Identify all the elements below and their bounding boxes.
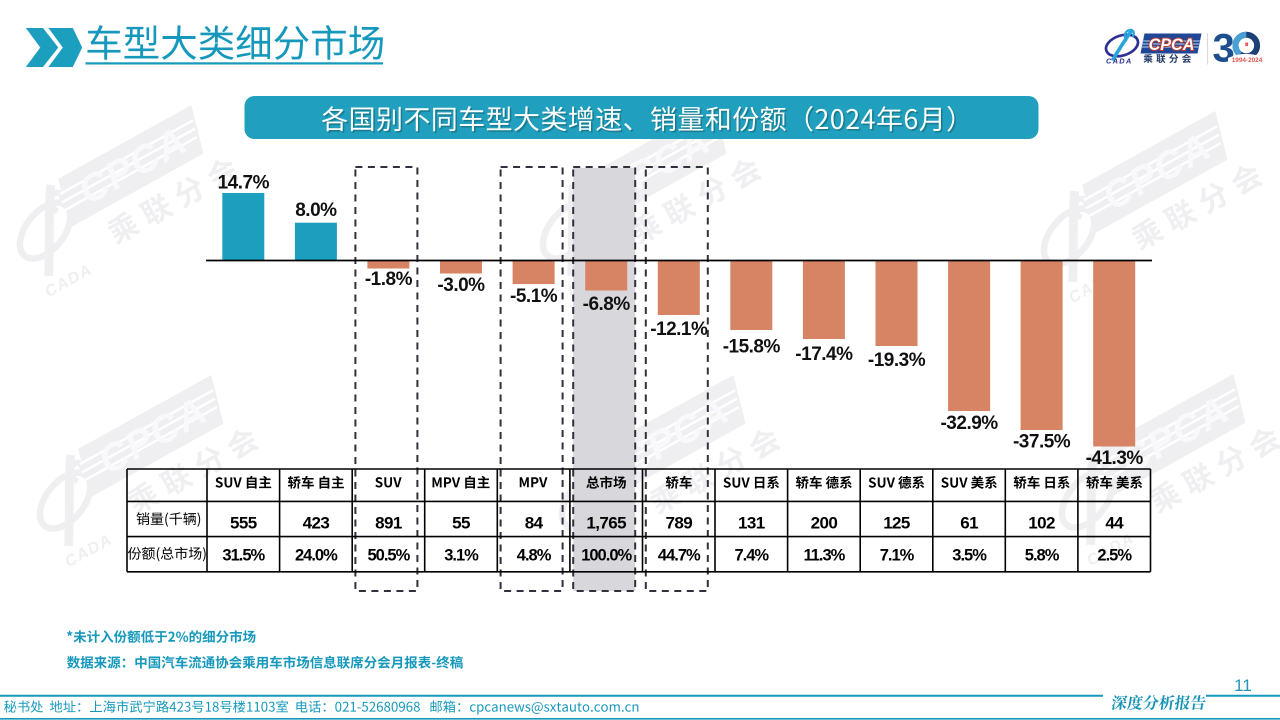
svg-text:14.7%: 14.7% [218, 173, 270, 194]
svg-text:55: 55 [452, 513, 470, 532]
svg-text:5.8%: 5.8% [1025, 546, 1060, 564]
svg-text:11.3%: 11.3% [803, 546, 845, 564]
svg-text:-1.8%: -1.8% [365, 269, 413, 290]
svg-text:-32.9%: -32.9% [940, 413, 998, 434]
svg-text:CPCA: CPCA [1149, 36, 1195, 54]
svg-text:-15.8%: -15.8% [723, 337, 781, 358]
svg-text:555: 555 [230, 513, 257, 532]
svg-text:11: 11 [1234, 676, 1252, 695]
svg-text:50.5%: 50.5% [368, 546, 411, 564]
svg-text:4.8%: 4.8% [517, 546, 552, 564]
svg-text:8.0%: 8.0% [295, 200, 337, 221]
svg-text:-41.3%: -41.3% [1086, 448, 1144, 469]
svg-text:102: 102 [1028, 513, 1055, 532]
svg-text:84: 84 [525, 513, 544, 532]
svg-text:1994-2024: 1994-2024 [1232, 57, 1263, 64]
svg-text:131: 131 [738, 513, 765, 532]
svg-text:CADA: CADA [1106, 57, 1132, 66]
svg-text:24.0%: 24.0% [295, 546, 338, 564]
svg-text:125: 125 [883, 513, 910, 532]
svg-text:7.1%: 7.1% [880, 546, 915, 564]
svg-text:-37.5%: -37.5% [1013, 432, 1071, 453]
svg-text:789: 789 [666, 513, 693, 532]
svg-text:423: 423 [303, 513, 330, 532]
svg-text:-17.4%: -17.4% [795, 344, 853, 365]
svg-text:3.1%: 3.1% [444, 546, 479, 564]
svg-text:-6.8%: -6.8% [583, 294, 631, 315]
svg-text:-3.0%: -3.0% [437, 275, 485, 296]
svg-text:-19.3%: -19.3% [868, 350, 926, 371]
svg-text:44.7%: 44.7% [658, 546, 701, 564]
svg-text:61: 61 [960, 513, 978, 532]
svg-text:-12.1%: -12.1% [650, 319, 708, 340]
svg-text:891: 891 [375, 513, 402, 532]
svg-text:2.5%: 2.5% [1097, 546, 1132, 564]
svg-text:7.4%: 7.4% [734, 546, 769, 564]
svg-text:1,765: 1,765 [586, 513, 626, 532]
svg-text:-5.1%: -5.1% [510, 286, 558, 307]
svg-text:3.5%: 3.5% [952, 546, 987, 564]
svg-text:44: 44 [1105, 513, 1124, 532]
svg-text:CPCA: CPCA [1149, 36, 1195, 54]
svg-text:31.5%: 31.5% [222, 546, 265, 564]
svg-text:200: 200 [811, 513, 838, 532]
svg-text:100.0%: 100.0% [581, 546, 632, 564]
